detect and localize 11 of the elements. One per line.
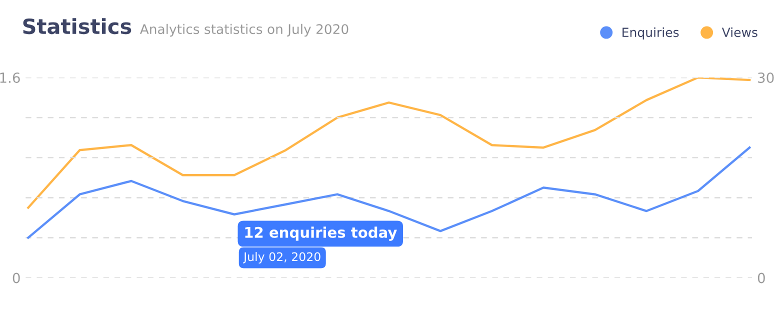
chart-subtitle: Analytics statistics on July 2020: [140, 24, 348, 37]
annotation: 12 enquiries today: [245, 226, 397, 241]
y-tick-label: 1.6: [0, 72, 20, 83]
line-series: [27, 78, 751, 209]
chart-title: Statistics: [23, 18, 132, 34]
y2-tick-label: 30: [758, 72, 774, 83]
y2-tick-label: 0: [758, 272, 765, 284]
line-series: [27, 146, 751, 239]
annotation: July 02, 2020: [242, 252, 320, 264]
legend-label: Views: [722, 27, 758, 38]
legend-label: Enquiries: [622, 27, 679, 40]
